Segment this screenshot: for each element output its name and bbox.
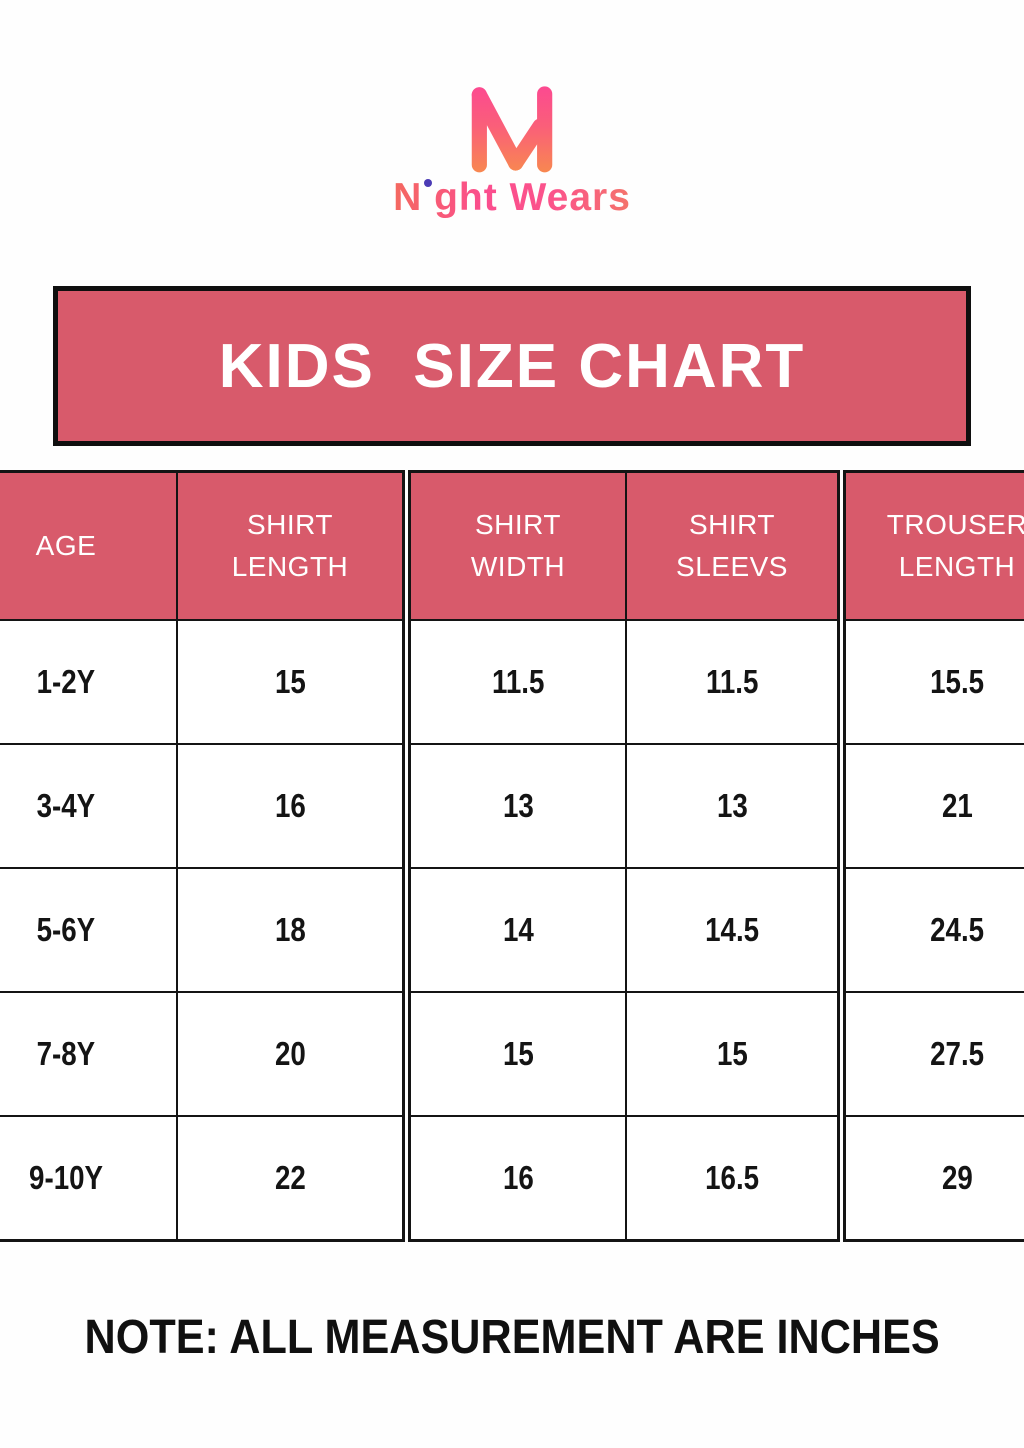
table-group-trouser: TROUSER LENGTH 15.5 21 24.5 27.5 29 [843,470,1024,1242]
page-title: KIDS SIZE CHART [218,331,806,401]
shirt-sleevs-cell: 14.5 [625,867,840,993]
brand-name-i: ı [422,176,434,220]
table-row: 1-2Y 15 [0,619,405,745]
table-row: 9-10Y 22 [0,1115,405,1242]
note-text: NOTE: ALL MEASUREMENT ARE INCHES [84,1311,940,1364]
table-group-width-sleeves: SHIRT WIDTH SHIRT SLEEVS 11.5 11.5 13 13… [408,470,840,1242]
shirt-width-cell: 15 [408,991,627,1117]
shirt-length-cell: 22 [176,1115,405,1242]
table-row: 5-6Y 18 [0,867,405,993]
brand-name-start: N [393,176,423,219]
brand-name-rest: ght Wears [434,176,631,219]
table-row: 14 14.5 [408,867,840,993]
table-row: 7-8Y 20 [0,991,405,1117]
table-row: 21 [843,743,1024,869]
header-row: TROUSER LENGTH [843,470,1024,621]
shirt-width-cell: 16 [408,1115,627,1242]
trouser-length-cell: 27.5 [843,991,1024,1117]
age-cell: 5-6Y [0,867,178,993]
shirt-sleevs-cell: 13 [625,743,840,869]
shirt-width-cell: 13 [408,743,627,869]
shirt-length-cell: 15 [176,619,405,745]
table-row: 16 16.5 [408,1115,840,1242]
shirt-length-cell: 16 [176,743,405,869]
size-table: AGE SHIRT LENGTH 1-2Y 15 3-4Y 16 5-6Y 18… [0,470,1024,1242]
shirt-width-cell: 11.5 [408,619,627,745]
column-header-shirt-width: SHIRT WIDTH [408,470,627,621]
trouser-length-cell: 29 [843,1115,1024,1242]
age-cell: 1-2Y [0,619,178,745]
table-row: 27.5 [843,991,1024,1117]
shirt-length-cell: 18 [176,867,405,993]
title-banner: KIDS SIZE CHART [53,286,971,446]
age-cell: 7-8Y [0,991,178,1117]
column-header-age: AGE [0,470,178,621]
trouser-length-cell: 24.5 [843,867,1024,993]
age-cell: 9-10Y [0,1115,178,1242]
table-row: 15 15 [408,991,840,1117]
column-header-trouser-length: TROUSER LENGTH [843,470,1024,621]
trouser-length-cell: 21 [843,743,1024,869]
column-header-shirt-sleevs: SHIRT SLEEVS [625,470,840,621]
age-cell: 3-4Y [0,743,178,869]
header-row: SHIRT WIDTH SHIRT SLEEVS [408,470,840,621]
night-wears-logo-icon [471,86,553,173]
table-row: 15.5 [843,619,1024,745]
table-row: 11.5 11.5 [408,619,840,745]
shirt-sleevs-cell: 15 [625,991,840,1117]
table-group-age-length: AGE SHIRT LENGTH 1-2Y 15 3-4Y 16 5-6Y 18… [0,470,405,1242]
shirt-sleevs-cell: 11.5 [625,619,840,745]
shirt-width-cell: 14 [408,867,627,993]
shirt-sleevs-cell: 16.5 [625,1115,840,1242]
shirt-length-cell: 20 [176,991,405,1117]
table-row: 13 13 [408,743,840,869]
table-row: 24.5 [843,867,1024,993]
measurement-note: NOTE: ALL MEASUREMENT ARE INCHES [0,1310,1024,1365]
column-header-shirt-length: SHIRT LENGTH [176,470,405,621]
header-row: AGE SHIRT LENGTH [0,470,405,621]
table-row: 3-4Y 16 [0,743,405,869]
trouser-length-cell: 15.5 [843,619,1024,745]
i-dot-icon [424,179,433,187]
table-row: 29 [843,1115,1024,1242]
